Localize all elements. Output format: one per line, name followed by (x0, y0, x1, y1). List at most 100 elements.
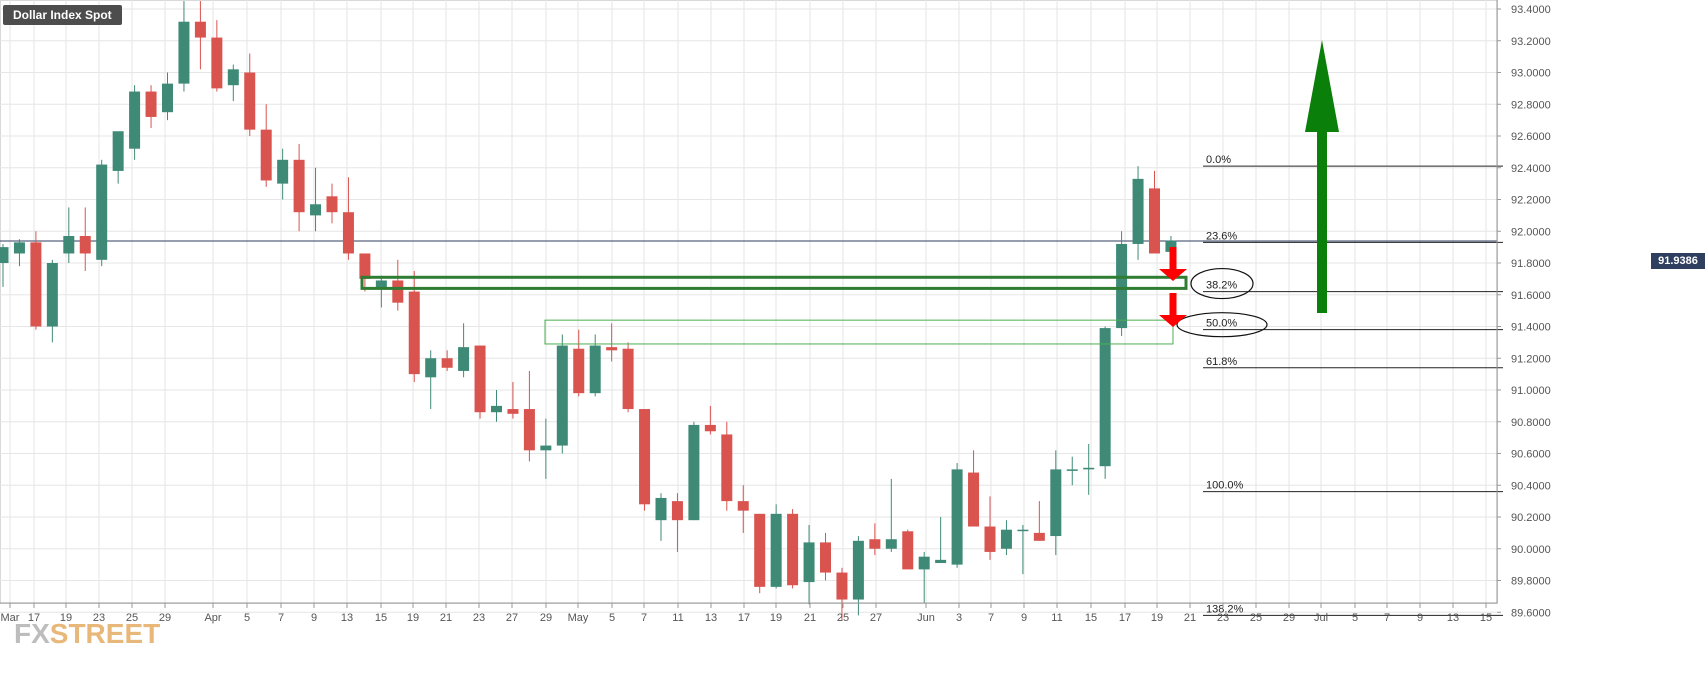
x-tick-label: Apr (204, 612, 221, 624)
y-tick-label: 89.6000 (1511, 607, 1551, 619)
fib-label: 23.6% (1206, 230, 1237, 242)
x-tick-label: 7 (988, 612, 994, 624)
x-tick-label: 7 (641, 612, 647, 624)
support-zone-lower (544, 319, 1174, 345)
candle-down (244, 72, 256, 130)
candle-up (129, 91, 141, 149)
x-tick-label: 23 (1217, 612, 1229, 624)
candle-up (96, 164, 108, 260)
candle-down (523, 409, 535, 451)
candle-up (918, 556, 930, 570)
y-tick-label: 90.6000 (1511, 449, 1551, 461)
x-tick-label: Jul (1314, 612, 1328, 624)
candle-down (721, 434, 733, 502)
x-tick-label: 5 (1352, 612, 1358, 624)
candle-up (540, 445, 552, 451)
x-tick-label: 19 (1151, 612, 1163, 624)
candle-up (227, 69, 239, 86)
candle-down (787, 513, 799, 586)
candle-down (902, 531, 914, 570)
candle-down (211, 37, 223, 89)
candle-up (425, 358, 437, 378)
x-tick-label: 11 (672, 612, 683, 624)
x-tick-label: 13 (1447, 612, 1459, 624)
y-tick-label: 90.8000 (1511, 417, 1551, 429)
fib-label: 138.2% (1206, 603, 1244, 615)
fib-label: 61.8% (1206, 356, 1237, 368)
x-tick-label: 17 (1119, 612, 1131, 624)
annotation-arrows (1159, 40, 1339, 327)
candle-down (671, 501, 683, 521)
x-tick-label: 21 (1184, 612, 1196, 624)
candle-down (441, 358, 453, 368)
x-tick-label: Mar (1, 612, 20, 624)
fib-highlight-500 (1176, 312, 1268, 338)
fib-label: 38.2% (1206, 280, 1237, 292)
candle-down (260, 129, 272, 181)
candle-down (639, 409, 651, 505)
fib-highlight-382 (1190, 267, 1254, 300)
candle-up (852, 540, 864, 600)
x-tick-label: 13 (705, 612, 717, 624)
y-tick-label: 92.4000 (1511, 163, 1551, 175)
candle-up (13, 242, 25, 254)
x-tick-label: 3 (956, 612, 962, 624)
candle-up (0, 247, 9, 263)
y-tick-label: 92.2000 (1511, 195, 1551, 207)
y-tick-label: 92.0000 (1511, 226, 1551, 238)
y-tick-label: 92.8000 (1511, 99, 1551, 111)
candle-down (820, 542, 831, 573)
x-tick-label: 25 (837, 612, 849, 624)
x-tick-label: Jun (917, 612, 935, 624)
candle-up (1066, 469, 1078, 471)
support-zones (360, 275, 1188, 345)
candle-up (1116, 243, 1128, 329)
candle-up (688, 424, 700, 521)
grid-lines (0, 0, 1498, 613)
x-tick-label: 25 (126, 612, 138, 624)
x-tick-label: 11 (1051, 612, 1062, 624)
candle-up (1099, 328, 1111, 467)
y-tick-label: 93.4000 (1511, 4, 1551, 16)
candle-down (359, 253, 371, 279)
candle-up (885, 539, 897, 549)
y-tick-label: 91.8000 (1511, 258, 1551, 270)
x-tick-label: 7 (1384, 612, 1390, 624)
candle-up (491, 405, 502, 413)
y-tick-label: 90.0000 (1511, 544, 1551, 556)
x-tick-label: 13 (341, 612, 353, 624)
x-tick-label: 25 (1250, 612, 1262, 624)
candle-down (194, 21, 206, 38)
fibonacci-levels: 0.0% 23.6% 38.2% 50.0% 61.8% 100.0% 138.2% (1176, 154, 1503, 616)
candle-down (293, 159, 305, 213)
down-arrow-382 (1159, 247, 1187, 281)
x-tick-label: 19 (770, 612, 782, 624)
down-arrow-500 (1159, 293, 1187, 327)
candle-up (655, 497, 667, 521)
x-tick-label: 5 (244, 612, 250, 624)
fib-label: 100.0% (1206, 480, 1244, 492)
candle-down (1033, 532, 1045, 541)
x-tick-label: 9 (1417, 612, 1423, 624)
y-tick-label: 91.4000 (1511, 322, 1551, 334)
chart-title: Dollar Index Spot (3, 5, 122, 25)
x-tick-label: 23 (93, 612, 105, 624)
x-tick-label: 15 (1085, 612, 1097, 624)
y-tick-label: 91.0000 (1511, 385, 1551, 397)
x-tick-label: 27 (870, 612, 882, 624)
candle-up (112, 131, 124, 171)
candle-up (589, 345, 601, 394)
candle-up (63, 236, 75, 254)
candlestick-series (0, 1, 1177, 621)
y-tick-label: 91.2000 (1511, 353, 1551, 365)
y-tick-label: 89.8000 (1511, 576, 1551, 588)
candle-up (1083, 467, 1095, 470)
x-tick-label: 7 (278, 612, 284, 624)
candle-down (145, 91, 157, 117)
y-tick-label: 92.6000 (1511, 131, 1551, 143)
candle-up (1165, 240, 1177, 252)
candle-down (968, 472, 980, 527)
candle-up (1000, 529, 1012, 549)
x-tick-label: 17 (738, 612, 750, 624)
